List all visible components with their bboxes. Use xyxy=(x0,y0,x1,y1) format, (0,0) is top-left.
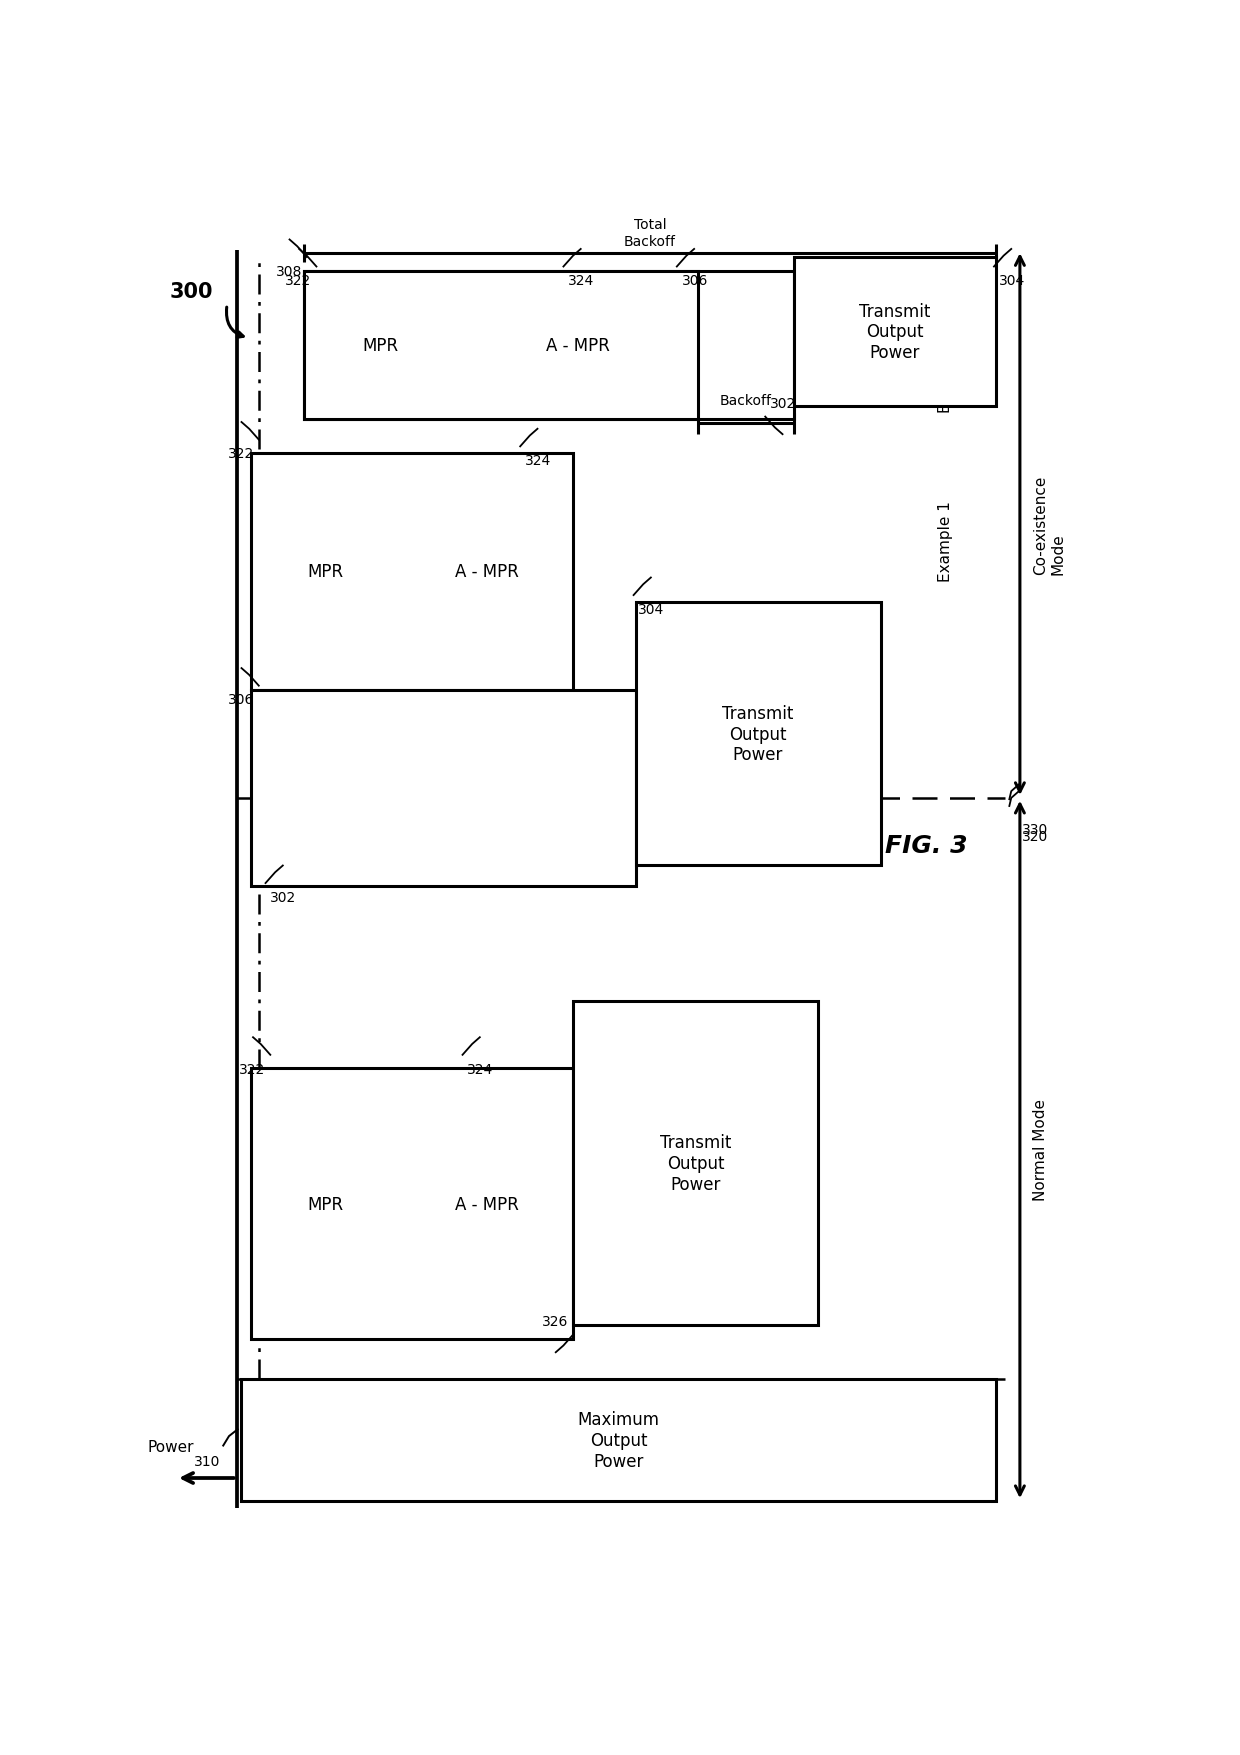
Bar xyxy=(304,272,794,419)
Text: Backoff: Backoff xyxy=(720,393,773,407)
Bar xyxy=(573,1000,818,1325)
Text: Power: Power xyxy=(148,1439,193,1453)
Text: 308: 308 xyxy=(275,265,303,279)
Text: Maximum
Output
Power: Maximum Output Power xyxy=(578,1411,660,1471)
Text: MPR: MPR xyxy=(308,563,343,581)
Text: A - MPR: A - MPR xyxy=(455,563,518,581)
Text: 326: 326 xyxy=(542,1314,568,1329)
Text: 302: 302 xyxy=(270,890,296,904)
Text: Transmit
Output
Power: Transmit Output Power xyxy=(660,1134,732,1193)
Text: 310: 310 xyxy=(193,1453,221,1467)
Text: Total
Backoff: Total Backoff xyxy=(624,218,676,249)
Bar xyxy=(304,272,698,419)
Text: MPR: MPR xyxy=(363,337,399,355)
Text: 330: 330 xyxy=(1022,823,1048,837)
Text: Example 2: Example 2 xyxy=(939,332,954,412)
Bar xyxy=(250,1069,573,1339)
Text: A - MPR: A - MPR xyxy=(455,1195,518,1213)
Text: FIG. 3: FIG. 3 xyxy=(885,834,968,858)
Text: 322: 322 xyxy=(228,448,254,462)
Text: 324: 324 xyxy=(525,455,552,469)
Text: Transmit
Output
Power: Transmit Output Power xyxy=(859,302,931,362)
Text: A - MPR: A - MPR xyxy=(546,337,610,355)
Text: 300: 300 xyxy=(170,283,213,302)
Text: 304: 304 xyxy=(639,602,665,616)
Text: Co-existence
Mode: Co-existence Mode xyxy=(1033,476,1065,574)
Text: 322: 322 xyxy=(285,274,311,288)
Text: 322: 322 xyxy=(239,1062,265,1076)
Text: 320: 320 xyxy=(1022,830,1048,844)
Bar xyxy=(242,1379,996,1501)
Text: MPR: MPR xyxy=(308,1195,343,1213)
Text: 302: 302 xyxy=(770,397,796,411)
Text: 306: 306 xyxy=(682,274,708,288)
Text: Transmit
Output
Power: Transmit Output Power xyxy=(723,704,794,763)
Bar xyxy=(635,602,880,865)
Text: Normal Mode: Normal Mode xyxy=(1033,1099,1048,1200)
Text: 304: 304 xyxy=(998,274,1025,288)
Bar xyxy=(250,455,573,690)
Text: Example 1: Example 1 xyxy=(939,502,954,583)
Bar xyxy=(794,258,996,407)
Text: 324: 324 xyxy=(467,1062,494,1076)
Text: 324: 324 xyxy=(568,274,594,288)
Text: 306: 306 xyxy=(228,693,254,707)
Bar xyxy=(250,690,635,886)
